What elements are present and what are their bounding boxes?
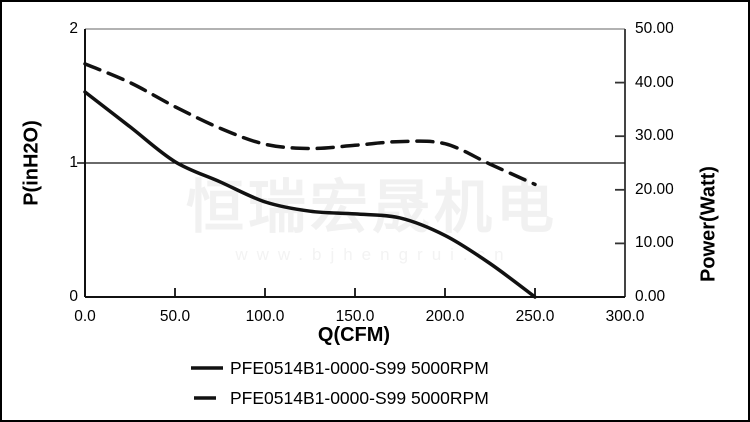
x-tick-label: 0.0 xyxy=(74,308,96,325)
legend-item-power: PFE0514B1-0000-S99 5000RPM xyxy=(190,383,489,413)
y-right-tick-label: 50.00 xyxy=(635,20,674,37)
legend-item-pressure: PFE0514B1-0000-S99 5000RPM xyxy=(190,353,489,383)
x-tick-label: 250.0 xyxy=(515,308,555,325)
y-left-tick-label: 2 xyxy=(69,20,78,37)
y-left-tick-label: 0 xyxy=(69,288,78,305)
x-tick-label: 300.0 xyxy=(605,308,645,325)
legend-marker-solid-line-icon xyxy=(190,364,230,372)
x-tick-label: 200.0 xyxy=(425,308,465,325)
y-axis-right-title: Power(Watt) xyxy=(697,166,720,282)
chart-legend: PFE0514B1-0000-S99 5000RPM PFE0514B1-000… xyxy=(190,353,489,413)
y-right-tick-label: 30.00 xyxy=(635,127,674,145)
y-axis-left-title: P(inH2O) xyxy=(20,120,43,206)
y-right-tick-label: 20.00 xyxy=(635,180,674,198)
watermark-company-name: 恒瑞宏晟机电 xyxy=(185,175,559,240)
watermark-website: www.bjhengrui.cn xyxy=(235,245,513,264)
y-right-tick-label: 10.00 xyxy=(635,234,674,252)
y-right-tick-label: 0.00 xyxy=(635,288,666,305)
legend-label: PFE0514B1-0000-S99 5000RPM xyxy=(230,357,489,378)
y-right-tick-label: 40.00 xyxy=(635,73,674,91)
legend-label: PFE0514B1-0000-S99 5000RPM xyxy=(230,387,489,408)
x-axis-title: Q(CFM) xyxy=(317,324,391,346)
x-tick-label: 150.0 xyxy=(335,308,375,325)
y-left-tick-label: 1 xyxy=(69,154,78,171)
legend-marker-dashed-line-icon xyxy=(190,394,230,402)
x-tick-label: 50.0 xyxy=(159,308,191,325)
x-tick-label: 100.0 xyxy=(245,308,285,325)
